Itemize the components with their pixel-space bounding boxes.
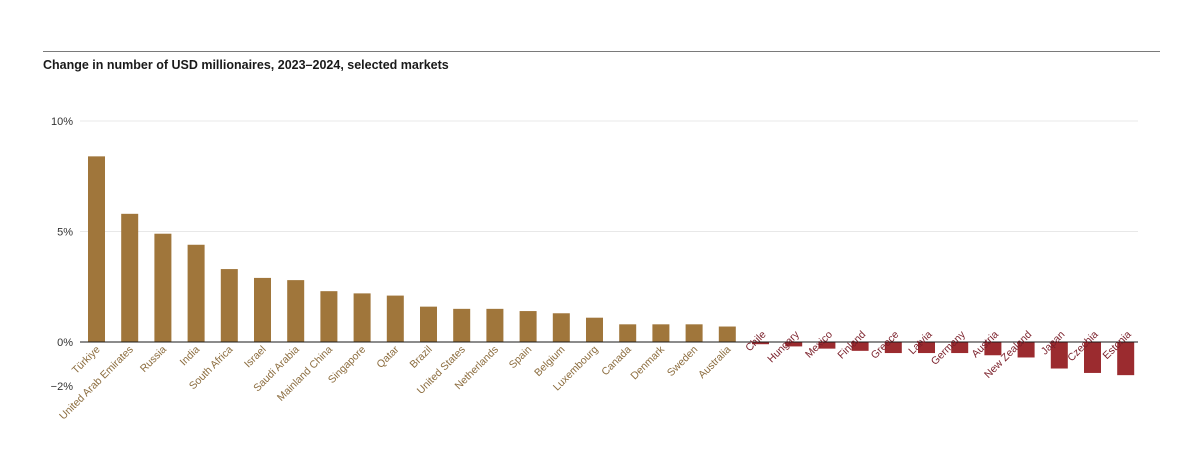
bar bbox=[353, 293, 371, 342]
bar bbox=[851, 342, 869, 351]
bar bbox=[951, 342, 969, 354]
bar bbox=[220, 269, 238, 342]
bar bbox=[818, 342, 836, 349]
bar bbox=[320, 291, 338, 342]
bar bbox=[685, 324, 703, 342]
bar bbox=[984, 342, 1002, 356]
y-axis-ticks: 10% 5% 0% −2% bbox=[51, 116, 74, 393]
chart-title: Change in number of USD millionaires, 20… bbox=[43, 58, 449, 72]
bar bbox=[752, 342, 769, 345]
bar bbox=[486, 308, 504, 342]
bar bbox=[287, 280, 305, 342]
bar bbox=[785, 342, 803, 347]
bars bbox=[88, 156, 1135, 376]
bar bbox=[88, 156, 105, 342]
category-label: Sweden bbox=[665, 344, 700, 379]
bar bbox=[1084, 342, 1101, 373]
bar bbox=[1050, 342, 1068, 369]
bar bbox=[1017, 342, 1035, 358]
category-label: Israel bbox=[242, 344, 269, 371]
y-tick-label: 5% bbox=[57, 227, 73, 239]
bar bbox=[420, 306, 437, 342]
category-label: Türkiye bbox=[70, 344, 103, 377]
bar bbox=[619, 324, 637, 342]
grid-layer bbox=[80, 120, 1138, 232]
y-tick-label: 10% bbox=[51, 116, 73, 128]
category-label: Hungary bbox=[765, 328, 802, 365]
bar bbox=[884, 342, 902, 354]
category-label: India bbox=[178, 344, 203, 369]
bar bbox=[1117, 342, 1135, 376]
bar bbox=[918, 342, 935, 354]
category-label: Chile bbox=[743, 329, 769, 355]
bar bbox=[386, 295, 404, 342]
bar bbox=[552, 313, 570, 342]
bar bbox=[187, 244, 205, 342]
category-label: Spain bbox=[507, 344, 535, 372]
bar bbox=[154, 233, 172, 342]
bar bbox=[453, 308, 471, 342]
category-label: Brazil bbox=[408, 344, 435, 371]
category-label: Qatar bbox=[374, 343, 401, 370]
top-rule bbox=[43, 51, 1160, 52]
bar bbox=[121, 213, 139, 342]
bar bbox=[718, 326, 736, 342]
y-tick-label: 0% bbox=[57, 337, 73, 349]
bar bbox=[519, 311, 537, 342]
category-label: Australia bbox=[696, 344, 733, 381]
bar bbox=[254, 277, 271, 342]
category-label: Russia bbox=[138, 344, 169, 375]
bar bbox=[586, 317, 603, 342]
category-label: Denmark bbox=[628, 343, 667, 382]
y-tick-label: −2% bbox=[51, 381, 74, 393]
bar bbox=[652, 324, 670, 342]
